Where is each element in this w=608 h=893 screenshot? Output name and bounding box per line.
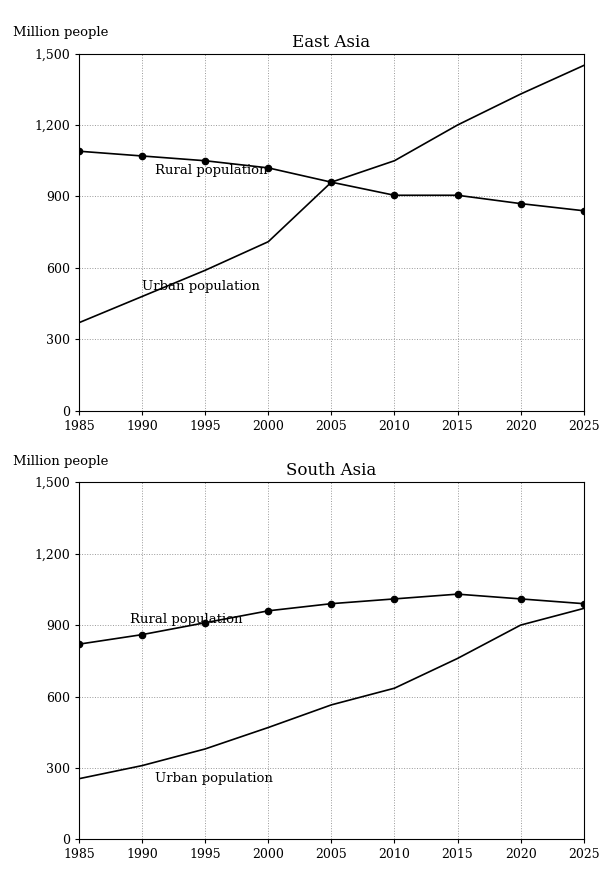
Text: Urban population: Urban population (142, 280, 260, 294)
Text: Million people: Million people (13, 455, 109, 468)
Title: South Asia: South Asia (286, 463, 376, 480)
Text: Rural population: Rural population (130, 613, 242, 626)
Text: Urban population: Urban population (155, 772, 272, 785)
Text: Rural population: Rural population (155, 163, 268, 177)
Text: Million people: Million people (13, 26, 109, 39)
Title: East Asia: East Asia (292, 34, 370, 51)
